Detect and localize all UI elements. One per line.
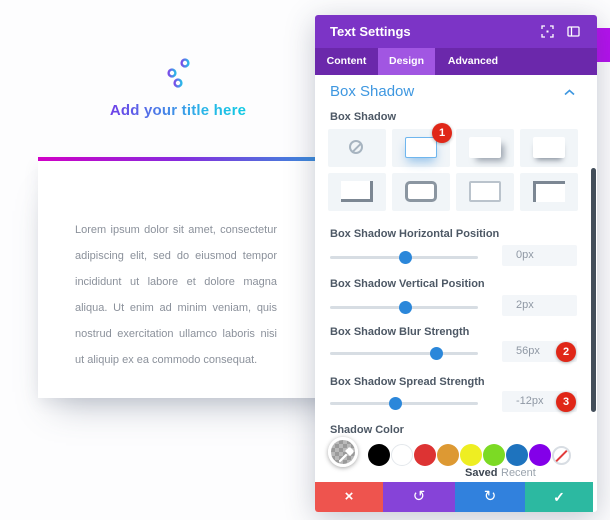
shadow-color-label: Shadow Color [330,424,404,436]
modal-footer: × ↺ ↻ ✓ [315,482,597,512]
preset-shape [469,181,501,202]
text-settings-modal: Text Settings Content Design Advanced Bo… [315,15,597,512]
dock-panel-icon[interactable] [567,25,580,38]
slider-vertical-position[interactable] [330,301,478,314]
slider-thumb[interactable] [398,251,412,264]
slider-thumb[interactable] [430,347,444,360]
background-accent [593,28,610,62]
color-picker-current[interactable] [328,437,358,467]
modal-header: Text Settings [315,15,597,48]
slider-horizontal-position[interactable] [330,251,478,264]
preset-bottom-right[interactable] [456,129,514,167]
expand-modal-icon[interactable] [541,25,554,38]
module-title: Add your title here [58,102,298,119]
undo-button[interactable]: ↺ [383,482,455,512]
sliders-icon [160,58,196,88]
cancel-button[interactable]: × [315,482,383,512]
value-horizontal-position[interactable]: 0px [502,245,577,266]
preset-inset[interactable] [456,173,514,211]
annotation-badge-2: 2 [556,342,576,362]
annotation-badge-1: 1 [432,123,452,143]
preset-shape [405,181,437,202]
slider-label-horizontal: Box Shadow Horizontal Position [330,228,500,240]
none-icon [349,140,363,154]
annotation-badge-3: 3 [556,392,576,412]
slider-spread-strength[interactable] [330,397,478,410]
slider-thumb[interactable] [388,397,402,410]
box-shadow-field-label: Box Shadow [330,111,397,123]
swatch-ffffff[interactable] [391,444,413,466]
preset-shape [533,137,565,158]
tab-advanced[interactable]: Advanced [447,55,499,67]
preset-shape [533,181,565,202]
preset-soft-selected[interactable] [392,129,450,167]
redo-button[interactable]: ↻ [455,482,525,512]
tab-content[interactable]: Content [326,55,367,67]
swatch-8300e9[interactable] [529,444,551,466]
color-tab-recent[interactable]: Recent [501,467,536,479]
swatch-000000[interactable] [368,444,390,466]
preset-none[interactable] [328,129,386,167]
body-text: Lorem ipsum dolor sit amet, consectetur … [75,224,277,366]
slider-label-vertical: Box Shadow Vertical Position [330,278,485,290]
slider-label-blur: Box Shadow Blur Strength [330,326,470,338]
preset-top-left[interactable] [520,173,578,211]
modal-title: Text Settings [330,24,411,39]
slider-label-spread: Box Shadow Spread Strength [330,376,485,388]
eyedropper-icon [338,447,354,463]
confirm-button[interactable]: ✓ [525,482,593,512]
value-vertical-position[interactable]: 2px [502,295,577,316]
modal-body: Box Shadow Box Shadow 1 Box Shadow Horiz… [315,75,597,482]
swatch-1e73be[interactable] [506,444,528,466]
swatch-eeee22[interactable] [460,444,482,466]
slider-blur-strength[interactable] [330,347,478,360]
preset-shape [469,137,501,158]
color-tab-saved[interactable]: Saved [465,467,498,479]
swatch-dd9933[interactable] [437,444,459,466]
chevron-up-icon[interactable] [564,89,575,96]
preset-spread[interactable] [392,173,450,211]
modal-scrollbar[interactable] [591,168,596,412]
swatch-7cda24[interactable] [483,444,505,466]
section-title-box-shadow[interactable]: Box Shadow [330,83,415,100]
preset-bottom[interactable] [520,129,578,167]
preset-edge-bottom-right[interactable] [328,173,386,211]
slider-thumb[interactable] [398,301,412,314]
swatch-transparent[interactable] [552,446,571,465]
preset-shape [405,137,437,158]
swatch-dd3333[interactable] [414,444,436,466]
preset-shape [341,181,373,202]
gradient-divider [38,157,540,161]
modal-tabbar: Content Design Advanced [315,48,597,75]
tab-design[interactable]: Design [378,48,435,75]
